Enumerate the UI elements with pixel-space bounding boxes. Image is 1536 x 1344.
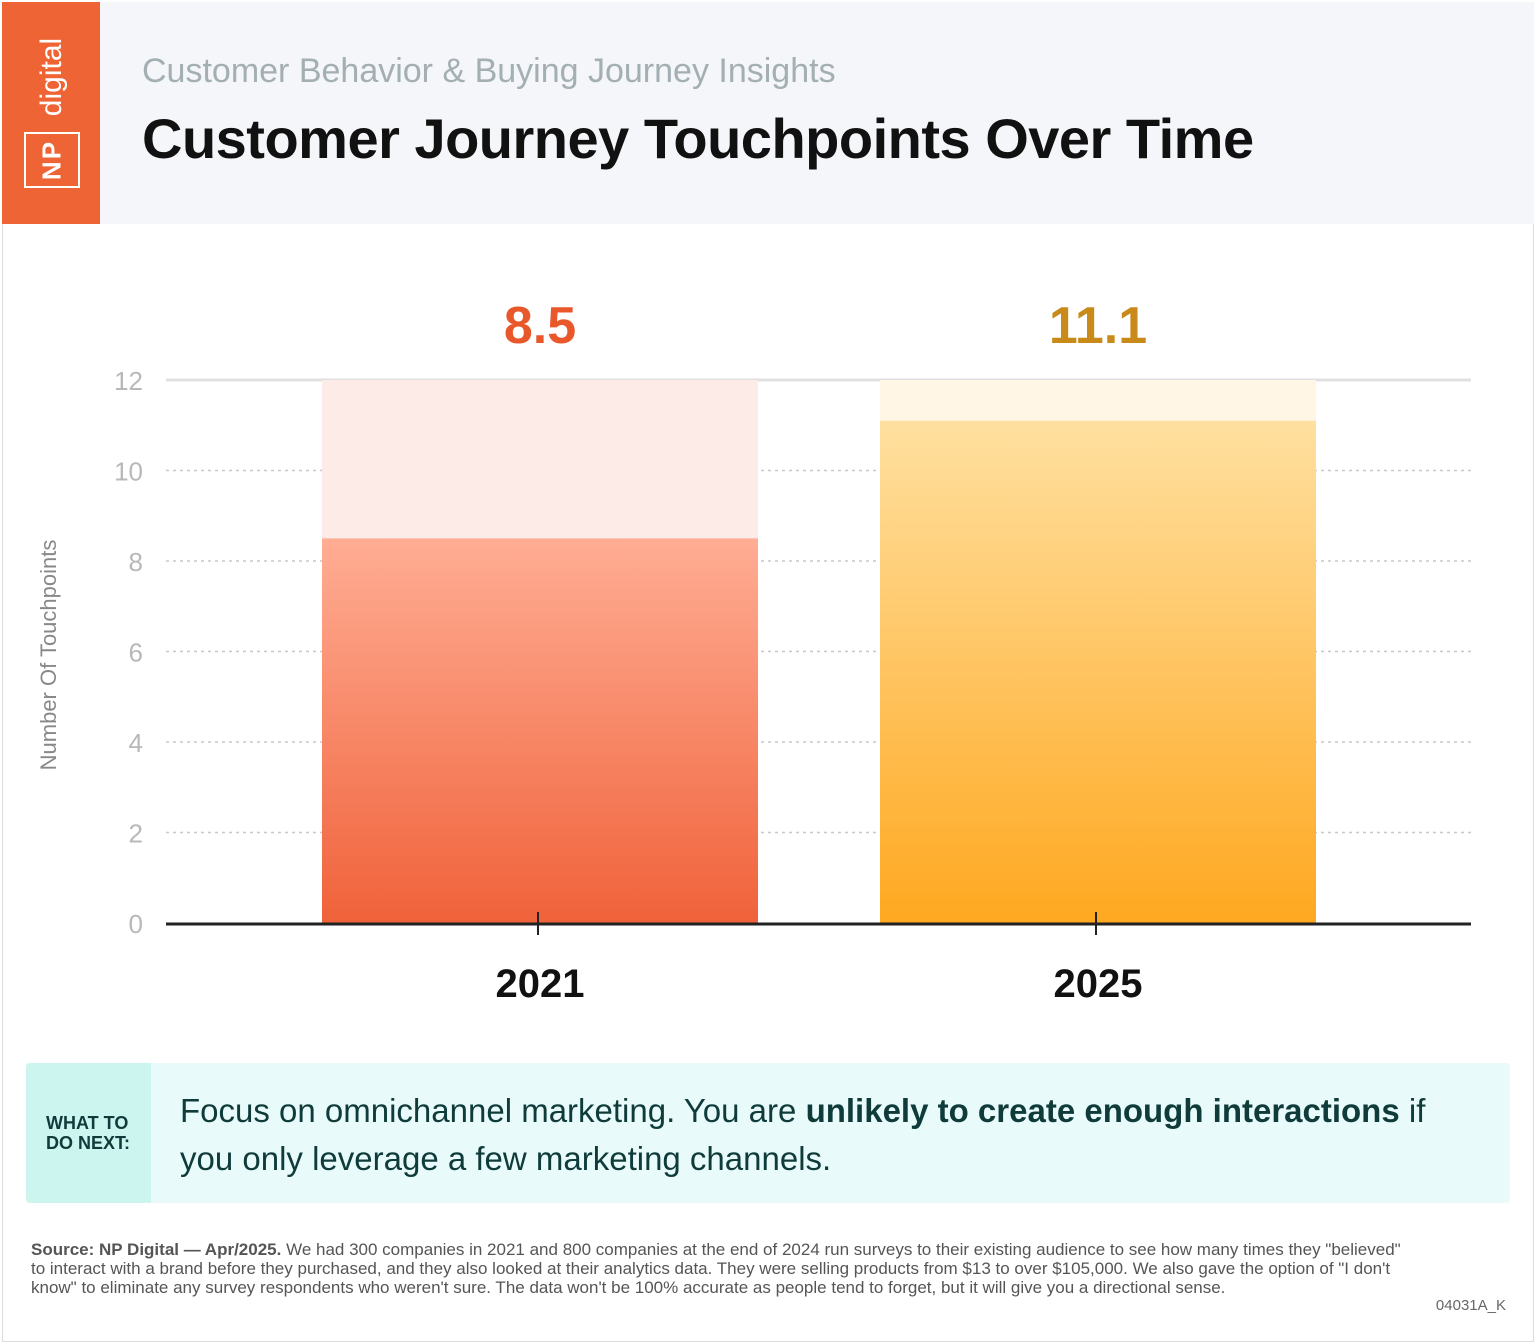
tip-label-line1: WHAT TO xyxy=(46,1113,129,1133)
data-label: 11.1 xyxy=(1049,297,1147,355)
tip-text-pre: Focus on omnichannel marketing. You are xyxy=(180,1092,806,1129)
data-label: 8.5 xyxy=(504,297,576,355)
y-axis-label: Number Of Touchpoints xyxy=(36,540,61,771)
tip-text-bold: unlikely to create enough interactions xyxy=(805,1092,1400,1129)
tip-text-post: if you only leverage a few marketing cha… xyxy=(180,1092,1426,1177)
x-tick-label: 2021 xyxy=(496,962,585,1006)
bar-2021 xyxy=(322,538,758,923)
bar-chart: 0 2 4 6 8 10 12 8.5 2021 11.1 2025 Number Of Touchp… xyxy=(36,297,1471,1006)
y-tick-label: 12 xyxy=(114,366,143,396)
source-text: We had 300 companies in 2021 and 800 com… xyxy=(31,1240,1401,1297)
logo-box: NP xyxy=(24,132,80,188)
header xyxy=(2,2,1534,224)
logo-text: digital xyxy=(35,37,68,117)
y-tick-label: 6 xyxy=(129,638,143,668)
what-to-do-next-box: WHAT TO DO NEXT: Focus on omnichannel mar… xyxy=(26,1063,1510,1203)
source-note: Source: NP Digital — Apr/2025. We had 30… xyxy=(31,1240,1411,1297)
bar-2025 xyxy=(880,420,1316,923)
tip-text: Focus on omnichannel marketing. You are … xyxy=(180,1087,1470,1183)
np-digital-logo: digital NP xyxy=(2,2,100,224)
tip-label: WHAT TO DO NEXT: xyxy=(26,1063,151,1203)
y-tick-label: 0 xyxy=(129,909,143,939)
y-tick-label: 2 xyxy=(129,819,143,849)
x-tick-label: 2025 xyxy=(1054,962,1143,1006)
subtitle: Customer Behavior & Buying Journey Insig… xyxy=(142,52,836,90)
y-tick-label: 8 xyxy=(129,547,143,577)
y-tick-label: 10 xyxy=(114,457,143,487)
chart-code: 04031A_K xyxy=(1435,1297,1506,1314)
tip-label-line2: DO NEXT: xyxy=(46,1133,131,1153)
logo-box-text: NP xyxy=(36,139,67,181)
y-tick-label: 4 xyxy=(129,728,143,758)
source-label: Source: NP Digital — Apr/2025. xyxy=(31,1240,282,1259)
chart-title: Customer Journey Touchpoints Over Time xyxy=(142,107,1254,170)
